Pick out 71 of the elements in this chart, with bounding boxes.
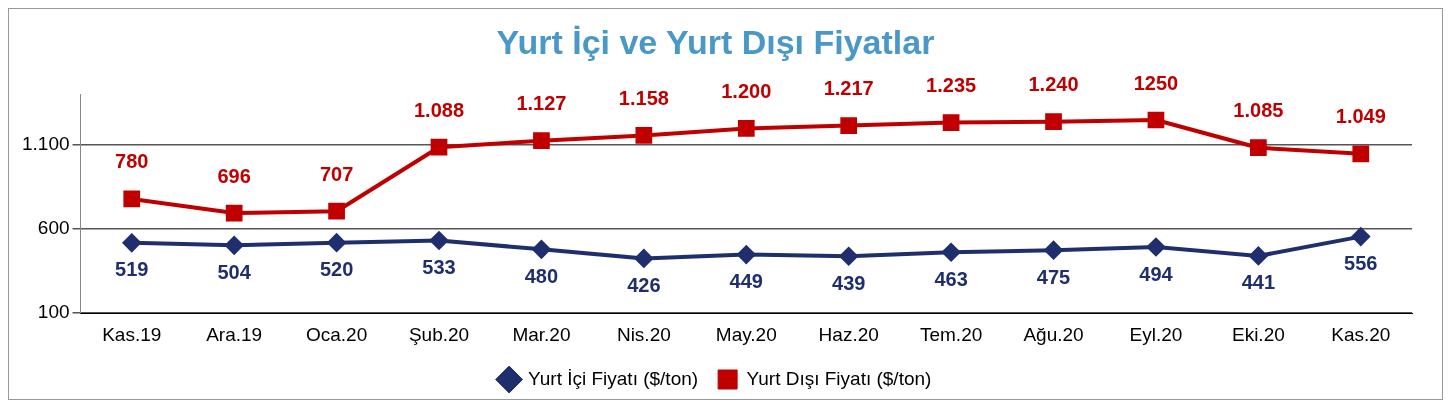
point [1045, 113, 1062, 131]
data-label: 1250 [1133, 71, 1179, 94]
data-label: 1.088 [413, 98, 465, 121]
data-label: 463 [934, 267, 968, 290]
point [532, 240, 551, 259]
x-tick-label: Eyl.20 [1129, 323, 1183, 345]
x-tick-label: Mar.20 [512, 323, 571, 345]
data-label: 1.085 [1233, 99, 1284, 122]
data-label: 1.049 [1335, 105, 1386, 128]
point [533, 132, 550, 150]
x-tick-label: Kas.20 [1331, 323, 1391, 345]
point [327, 233, 346, 252]
point [942, 243, 961, 262]
point [1146, 238, 1165, 257]
data-label: 556 [1344, 252, 1378, 275]
x-tick-label: Nis.20 [616, 323, 671, 345]
x-tick-label: Oca.20 [305, 323, 368, 345]
y-tick-label: 600 [37, 217, 70, 239]
data-label: 480 [524, 264, 559, 287]
point [840, 117, 858, 134]
chart-title: Yurt İçi ve Yurt Dışı Fiyatlar [496, 22, 935, 61]
point [1351, 227, 1370, 246]
x-tick-label: Haz.20 [818, 323, 879, 345]
x-tick-label: May.20 [715, 323, 777, 345]
point [123, 190, 141, 208]
point [225, 204, 243, 222]
data-label: 1.158 [618, 86, 669, 109]
data-label: 520 [319, 258, 354, 281]
point [430, 138, 448, 156]
data-label: 1.240 [1028, 73, 1079, 96]
x-tick-label: Tem.20 [919, 323, 983, 345]
y-tick-label: 1.100 [22, 133, 70, 155]
data-label: 504 [217, 260, 252, 283]
x-tick-label: Kas.19 [102, 323, 162, 345]
legend-label: Yurt İçi Fiyatı ($/ton) [528, 367, 699, 389]
point [1250, 139, 1267, 157]
data-label: 1.217 [823, 77, 874, 100]
point [737, 120, 755, 137]
data-label: 441 [1241, 271, 1276, 294]
data-label: 439 [832, 271, 866, 294]
point [1249, 246, 1268, 265]
data-label: 1.127 [516, 92, 567, 115]
point [430, 231, 449, 250]
data-label: 519 [115, 258, 149, 281]
point [942, 114, 960, 131]
point [1147, 111, 1165, 129]
x-tick-label: Eki.20 [1231, 323, 1285, 345]
y-tick-label: 100 [37, 301, 70, 323]
data-label: 494 [1139, 262, 1174, 285]
legend-label: Yurt Dışı Fiyatı ($/ton) [746, 367, 932, 389]
x-tick-label: Ağu.20 [1023, 323, 1084, 345]
data-label: 696 [217, 164, 251, 187]
x-tick-label: Ara.19 [206, 323, 263, 345]
data-label: 533 [422, 255, 456, 278]
point [328, 202, 345, 220]
data-label: 449 [729, 270, 763, 293]
point [225, 236, 244, 255]
data-label: 780 [115, 150, 149, 173]
point [634, 249, 653, 268]
point [1044, 241, 1063, 260]
data-label: 426 [627, 273, 661, 296]
data-label: 707 [319, 162, 354, 185]
point [1352, 145, 1370, 163]
point [122, 233, 141, 252]
point [635, 127, 653, 144]
point [839, 247, 858, 266]
point [737, 245, 756, 264]
data-label: 1.200 [721, 79, 772, 102]
data-label: 1.235 [926, 74, 977, 97]
x-tick-label: Şub.20 [408, 323, 470, 345]
data-label: 475 [1036, 265, 1071, 288]
